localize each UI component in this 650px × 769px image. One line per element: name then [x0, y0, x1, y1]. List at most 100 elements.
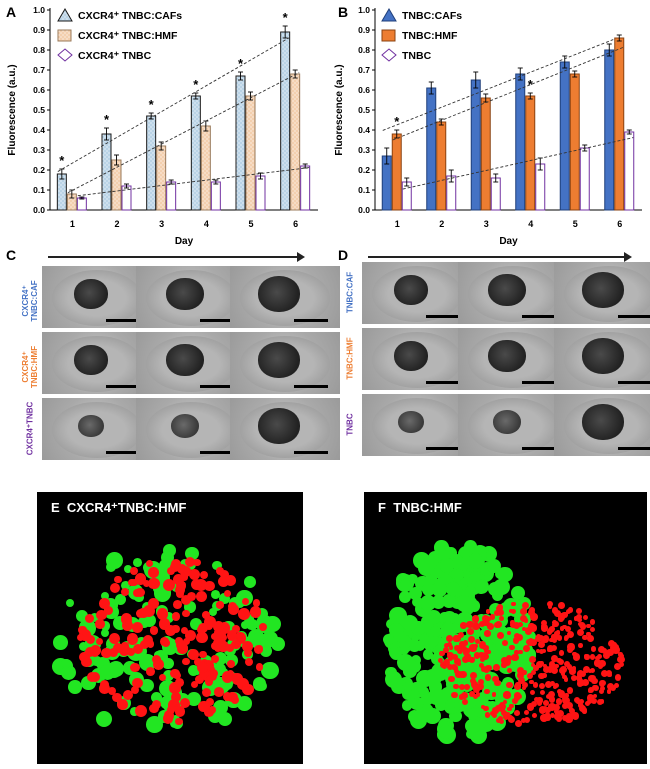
micrograph: [230, 332, 340, 394]
green-cell: [449, 612, 461, 624]
red-cell: [527, 672, 534, 679]
red-cell: [215, 566, 224, 576]
bar: [490, 177, 501, 211]
y-tick-label: 0.0: [33, 205, 45, 215]
time-arrow-c: [48, 252, 305, 262]
red-cell: [553, 635, 559, 641]
legend-label: CXCR4⁺ TNBC: [78, 50, 152, 62]
red-cell: [130, 685, 139, 694]
bar: [535, 163, 546, 211]
red-cell: [181, 594, 192, 605]
panel-label-a: A: [6, 4, 17, 20]
x-tick-label: 5: [573, 219, 578, 229]
y-tick-label: 0.3: [33, 145, 45, 155]
green-cell: [438, 724, 453, 739]
red-cell: [442, 646, 450, 654]
spheroid: [166, 344, 204, 376]
red-cell: [235, 631, 243, 639]
legend-label: CXCR4⁺ TNBC:HMF: [78, 30, 178, 42]
red-cell: [132, 622, 144, 634]
green-cell: [467, 553, 484, 570]
red-cell: [195, 674, 205, 685]
green-cell: [444, 547, 457, 559]
red-cell: [225, 574, 236, 586]
red-cell: [517, 621, 523, 627]
micrograph-row-label: TNBC:HMF: [346, 328, 355, 390]
red-cell: [86, 672, 97, 683]
red-cell: [467, 635, 475, 643]
red-cell: [593, 659, 602, 667]
red-cell: [496, 604, 504, 611]
green-cell: [244, 614, 254, 624]
fluorescence-title-f-text: TNBC:HMF: [393, 500, 462, 515]
red-cell: [519, 614, 528, 623]
red-cell: [509, 644, 515, 651]
x-tick-label: 6: [617, 219, 622, 229]
red-cell: [199, 570, 209, 579]
red-cell: [163, 578, 176, 591]
spheroid: [398, 410, 424, 434]
y-tick-label: 0.9: [358, 25, 370, 35]
red-cell: [77, 633, 85, 641]
red-cell: [176, 580, 186, 591]
red-cell: [554, 711, 560, 717]
red-cell: [565, 715, 573, 723]
red-cell: [171, 612, 181, 621]
red-cell: [124, 619, 133, 628]
chart-a: 0.0 0.1 0.2 0.3 0.4 0.5 0.6 0.7 0.8 0.9 1.0 Fluores…: [7, 5, 318, 247]
red-cell: [567, 647, 574, 654]
red-cell: [518, 649, 523, 655]
red-cell: [600, 699, 605, 704]
red-cell: [452, 693, 458, 699]
red-cell: [498, 719, 505, 725]
green-cell: [212, 561, 222, 571]
y-tick-label: 0.7: [33, 65, 45, 75]
micrograph-row-label-line1: CXCR4⁺: [21, 285, 30, 317]
red-cell: [497, 632, 504, 640]
red-cell: [582, 709, 587, 714]
red-cell: [132, 677, 143, 688]
trend-line: [77, 167, 310, 197]
green-cell: [52, 635, 68, 651]
red-cell: [146, 640, 155, 649]
red-cell: [577, 628, 585, 636]
red-cell: [507, 630, 512, 635]
red-cell: [128, 578, 136, 587]
significance-mark: *: [149, 97, 155, 112]
bar: [255, 175, 266, 211]
bar: [156, 145, 167, 211]
red-cell: [548, 661, 556, 668]
red-cell: [170, 558, 182, 570]
green-cell: [464, 586, 476, 598]
red-cell: [481, 652, 489, 660]
y-tick-label: 0.4: [358, 125, 370, 135]
green-cell: [401, 659, 419, 676]
bar: [290, 73, 301, 211]
red-cell: [454, 658, 461, 665]
red-cell: [226, 630, 238, 641]
red-cell: [590, 668, 596, 674]
red-cell: [162, 713, 174, 724]
red-cell: [130, 567, 139, 576]
green-cell: [106, 551, 123, 569]
red-cell: [461, 645, 467, 651]
bar: [604, 49, 615, 211]
red-cell: [441, 663, 448, 670]
red-cell: [142, 580, 151, 588]
scale-bar: [426, 381, 460, 384]
red-cell: [489, 614, 496, 620]
trend-line: [402, 137, 634, 190]
red-cell: [573, 616, 578, 621]
green-cell: [474, 579, 487, 592]
green-cell: [445, 700, 456, 711]
red-cell: [459, 684, 466, 691]
red-cell: [190, 578, 203, 591]
bar: [210, 181, 221, 211]
green-cell: [100, 628, 110, 637]
red-cell: [563, 715, 568, 721]
red-cell: [245, 657, 254, 666]
red-cell: [213, 686, 224, 697]
red-cell: [201, 688, 211, 698]
green-cell: [261, 661, 280, 680]
x-tick-label: 3: [159, 219, 164, 229]
